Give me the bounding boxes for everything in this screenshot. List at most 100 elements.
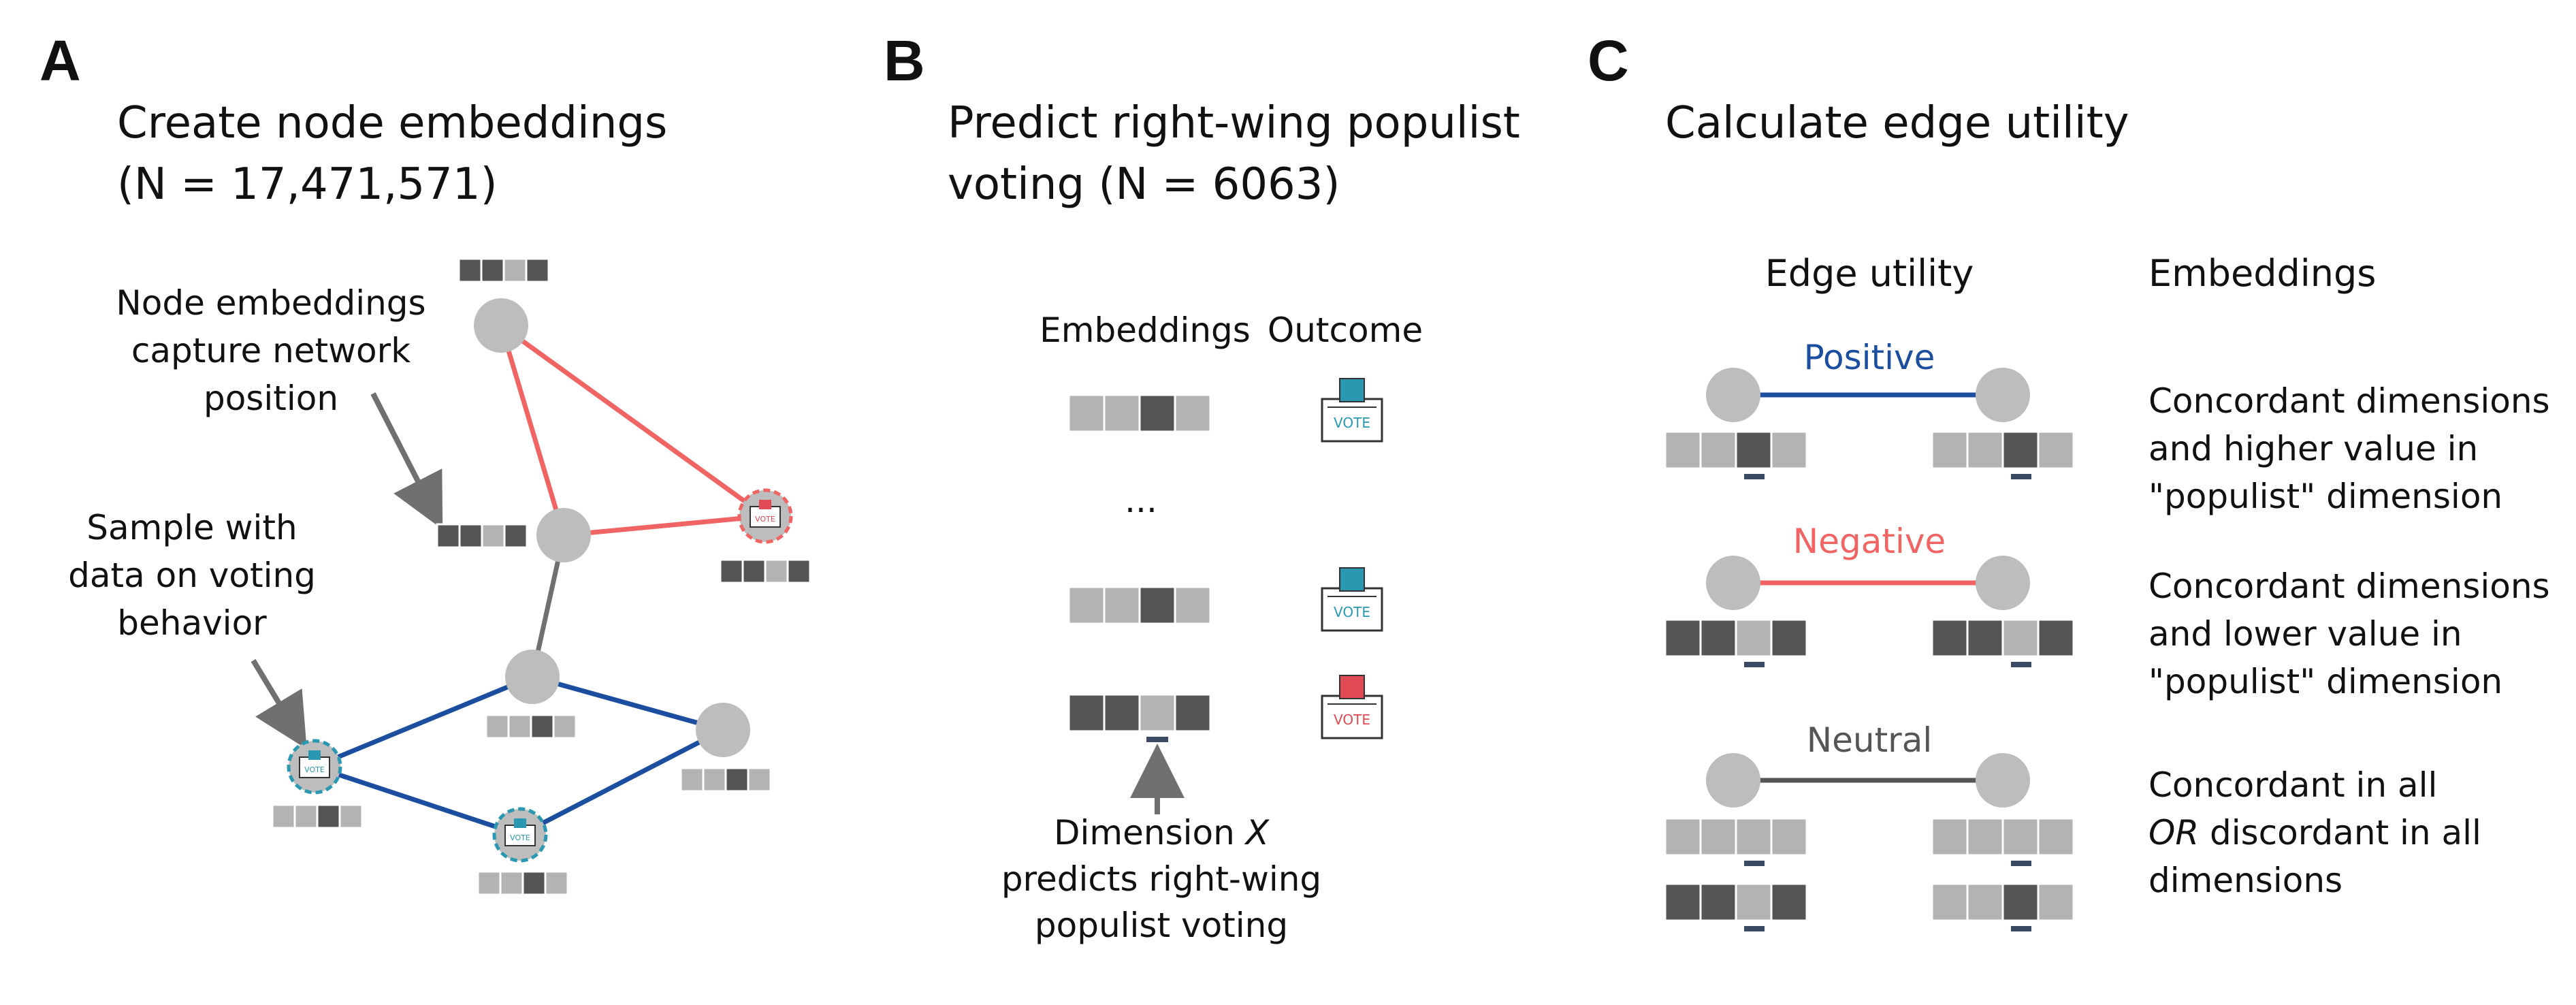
callout-embeddings-line-3: position	[204, 379, 338, 418]
callout-embeddings-line-2: capture network	[131, 331, 410, 370]
positive-edge	[532, 674, 724, 733]
edge-node	[1976, 556, 2030, 610]
callout-sample-line-2: data on voting	[68, 556, 316, 595]
panel-a-title: Create node embeddings	[117, 98, 667, 148]
callout-embeddings-arrow	[370, 392, 443, 530]
node-embedding-strips	[271, 257, 811, 896]
negative-edge	[563, 513, 766, 538]
dimension-note-prefix: Dimension	[1054, 813, 1246, 852]
positive-edge	[519, 727, 724, 838]
positive-desc-line-2: and higher value in	[2148, 429, 2478, 468]
column-header-embeddings: Embeddings	[1040, 310, 1251, 350]
neutral-desc-or: OR	[2148, 813, 2199, 852]
callout-node-embeddings: Node embeddings capture network position	[116, 283, 443, 530]
dimension-marker	[2011, 926, 2031, 931]
voter-node-teal: VOTE	[492, 807, 548, 863]
panel-a-letter: A	[39, 29, 81, 93]
panel-a: A Create node embeddings (N = 17,471,571…	[39, 29, 811, 896]
dimension-note-line-1: Dimension X	[1054, 813, 1270, 852]
column-header-edge-utility: Edge utility	[1765, 252, 1974, 295]
embedding-strip	[1067, 586, 1212, 625]
dimension-marker	[2011, 662, 2031, 667]
ballot-vote-text: VOTE	[304, 765, 325, 774]
ballot-box-icon: VOTE	[1321, 378, 1383, 443]
edge-node	[1976, 368, 2030, 422]
dimension-note-line-3: populist voting	[1035, 906, 1288, 945]
embedding-strip	[719, 558, 811, 584]
positive-edge	[313, 674, 534, 769]
embedding-strip	[1067, 693, 1212, 733]
ellipsis: ...	[1125, 481, 1157, 520]
embedding-strip	[1664, 618, 1808, 658]
ballot-box-icon: VOTE	[1321, 675, 1383, 739]
network-node	[696, 703, 750, 757]
positive-desc-line-1: Concordant dimensions	[2148, 381, 2550, 421]
ballot-vote-text: VOTE	[510, 833, 530, 842]
edge-node	[1706, 556, 1760, 610]
neutral-desc-line-3: dimensions	[2148, 861, 2342, 900]
embedding-strip	[271, 803, 364, 829]
ballot-vote-text: VOTE	[1334, 712, 1370, 728]
dimension-marker	[1744, 861, 1765, 866]
dimension-marker	[1744, 926, 1765, 931]
network-node	[536, 508, 591, 562]
edge-node	[1976, 753, 2030, 808]
network-node	[505, 650, 560, 704]
negative-desc-line-1: Concordant dimensions	[2148, 567, 2550, 606]
ballot-box-icon: VOTE	[1321, 567, 1383, 632]
network-nodes: VOTE VOTE VOTE	[287, 298, 793, 863]
ballot-paper-icon	[514, 818, 526, 828]
edge-node	[1706, 753, 1760, 808]
network-edges	[313, 323, 767, 838]
embedding-strip	[1931, 430, 2075, 470]
voter-node-teal: VOTE	[287, 739, 342, 795]
column-header-outcome: Outcome	[1268, 310, 1423, 350]
dimension-marker	[2011, 474, 2031, 479]
embedding-strip	[1664, 817, 1808, 857]
embedding-strip	[1664, 430, 1808, 470]
embedding-strip	[457, 257, 550, 283]
dimension-marker	[1744, 662, 1765, 667]
ballot-paper-icon	[308, 750, 321, 760]
dimension-note-line-2: predicts right-wing	[1001, 859, 1321, 899]
panel-c-title: Calculate edge utility	[1665, 98, 2129, 148]
panel-b-letter: B	[884, 29, 925, 93]
panel-b-title: Predict right-wing populist	[948, 98, 1520, 148]
panel-b-sample-size: voting (N = 6063)	[948, 159, 1340, 210]
embedding-strip	[1664, 882, 1808, 922]
negative-edge	[498, 324, 566, 537]
dimension-variable: X	[1244, 813, 1270, 852]
embedding-strip	[1931, 817, 2075, 857]
embedding-strip	[1067, 394, 1212, 433]
panel-c: C Calculate edge utility Edge utility Em…	[1588, 29, 2550, 931]
callout-embeddings-line-1: Node embeddings	[116, 283, 425, 323]
negative-edge	[499, 323, 767, 518]
negative-desc-line-2: and lower value in	[2148, 614, 2462, 654]
positive-label: Positive	[1804, 338, 1935, 377]
ballot-paper-icon	[759, 500, 771, 509]
embedding-strip	[1931, 618, 2075, 658]
callout-sample-line-1: Sample with	[86, 508, 297, 547]
neutral-label: Neutral	[1807, 720, 1933, 760]
panel-c-letter: C	[1588, 29, 1629, 93]
column-header-embeddings: Embeddings	[2148, 252, 2376, 295]
neutral-desc-line-2: OR discordant in all	[2148, 813, 2481, 852]
callout-sample-voting: Sample with data on voting behavior	[68, 508, 316, 750]
neutral-desc-line-1: Concordant in all	[2148, 765, 2437, 805]
callout-sample-line-3: behavior	[117, 603, 267, 643]
positive-edge	[313, 764, 521, 838]
edge-node	[1706, 368, 1760, 422]
panel-a-sample-size: (N = 17,471,571)	[117, 159, 498, 210]
network-node	[474, 298, 528, 353]
embedding-strip	[1931, 882, 2075, 922]
dimension-marker	[1146, 737, 1168, 742]
embedding-strip	[436, 523, 528, 549]
embedding-strip	[485, 714, 577, 739]
panel-b: B Predict right-wing populist voting (N …	[884, 29, 1520, 945]
neutral-desc-rest: discordant in all	[2199, 813, 2481, 852]
positive-desc-line-3: "populist" dimension	[2148, 477, 2502, 516]
voter-node-red: VOTE	[737, 488, 793, 544]
ballot-vote-text: VOTE	[1334, 604, 1370, 620]
callout-sample-arrow	[251, 658, 307, 750]
